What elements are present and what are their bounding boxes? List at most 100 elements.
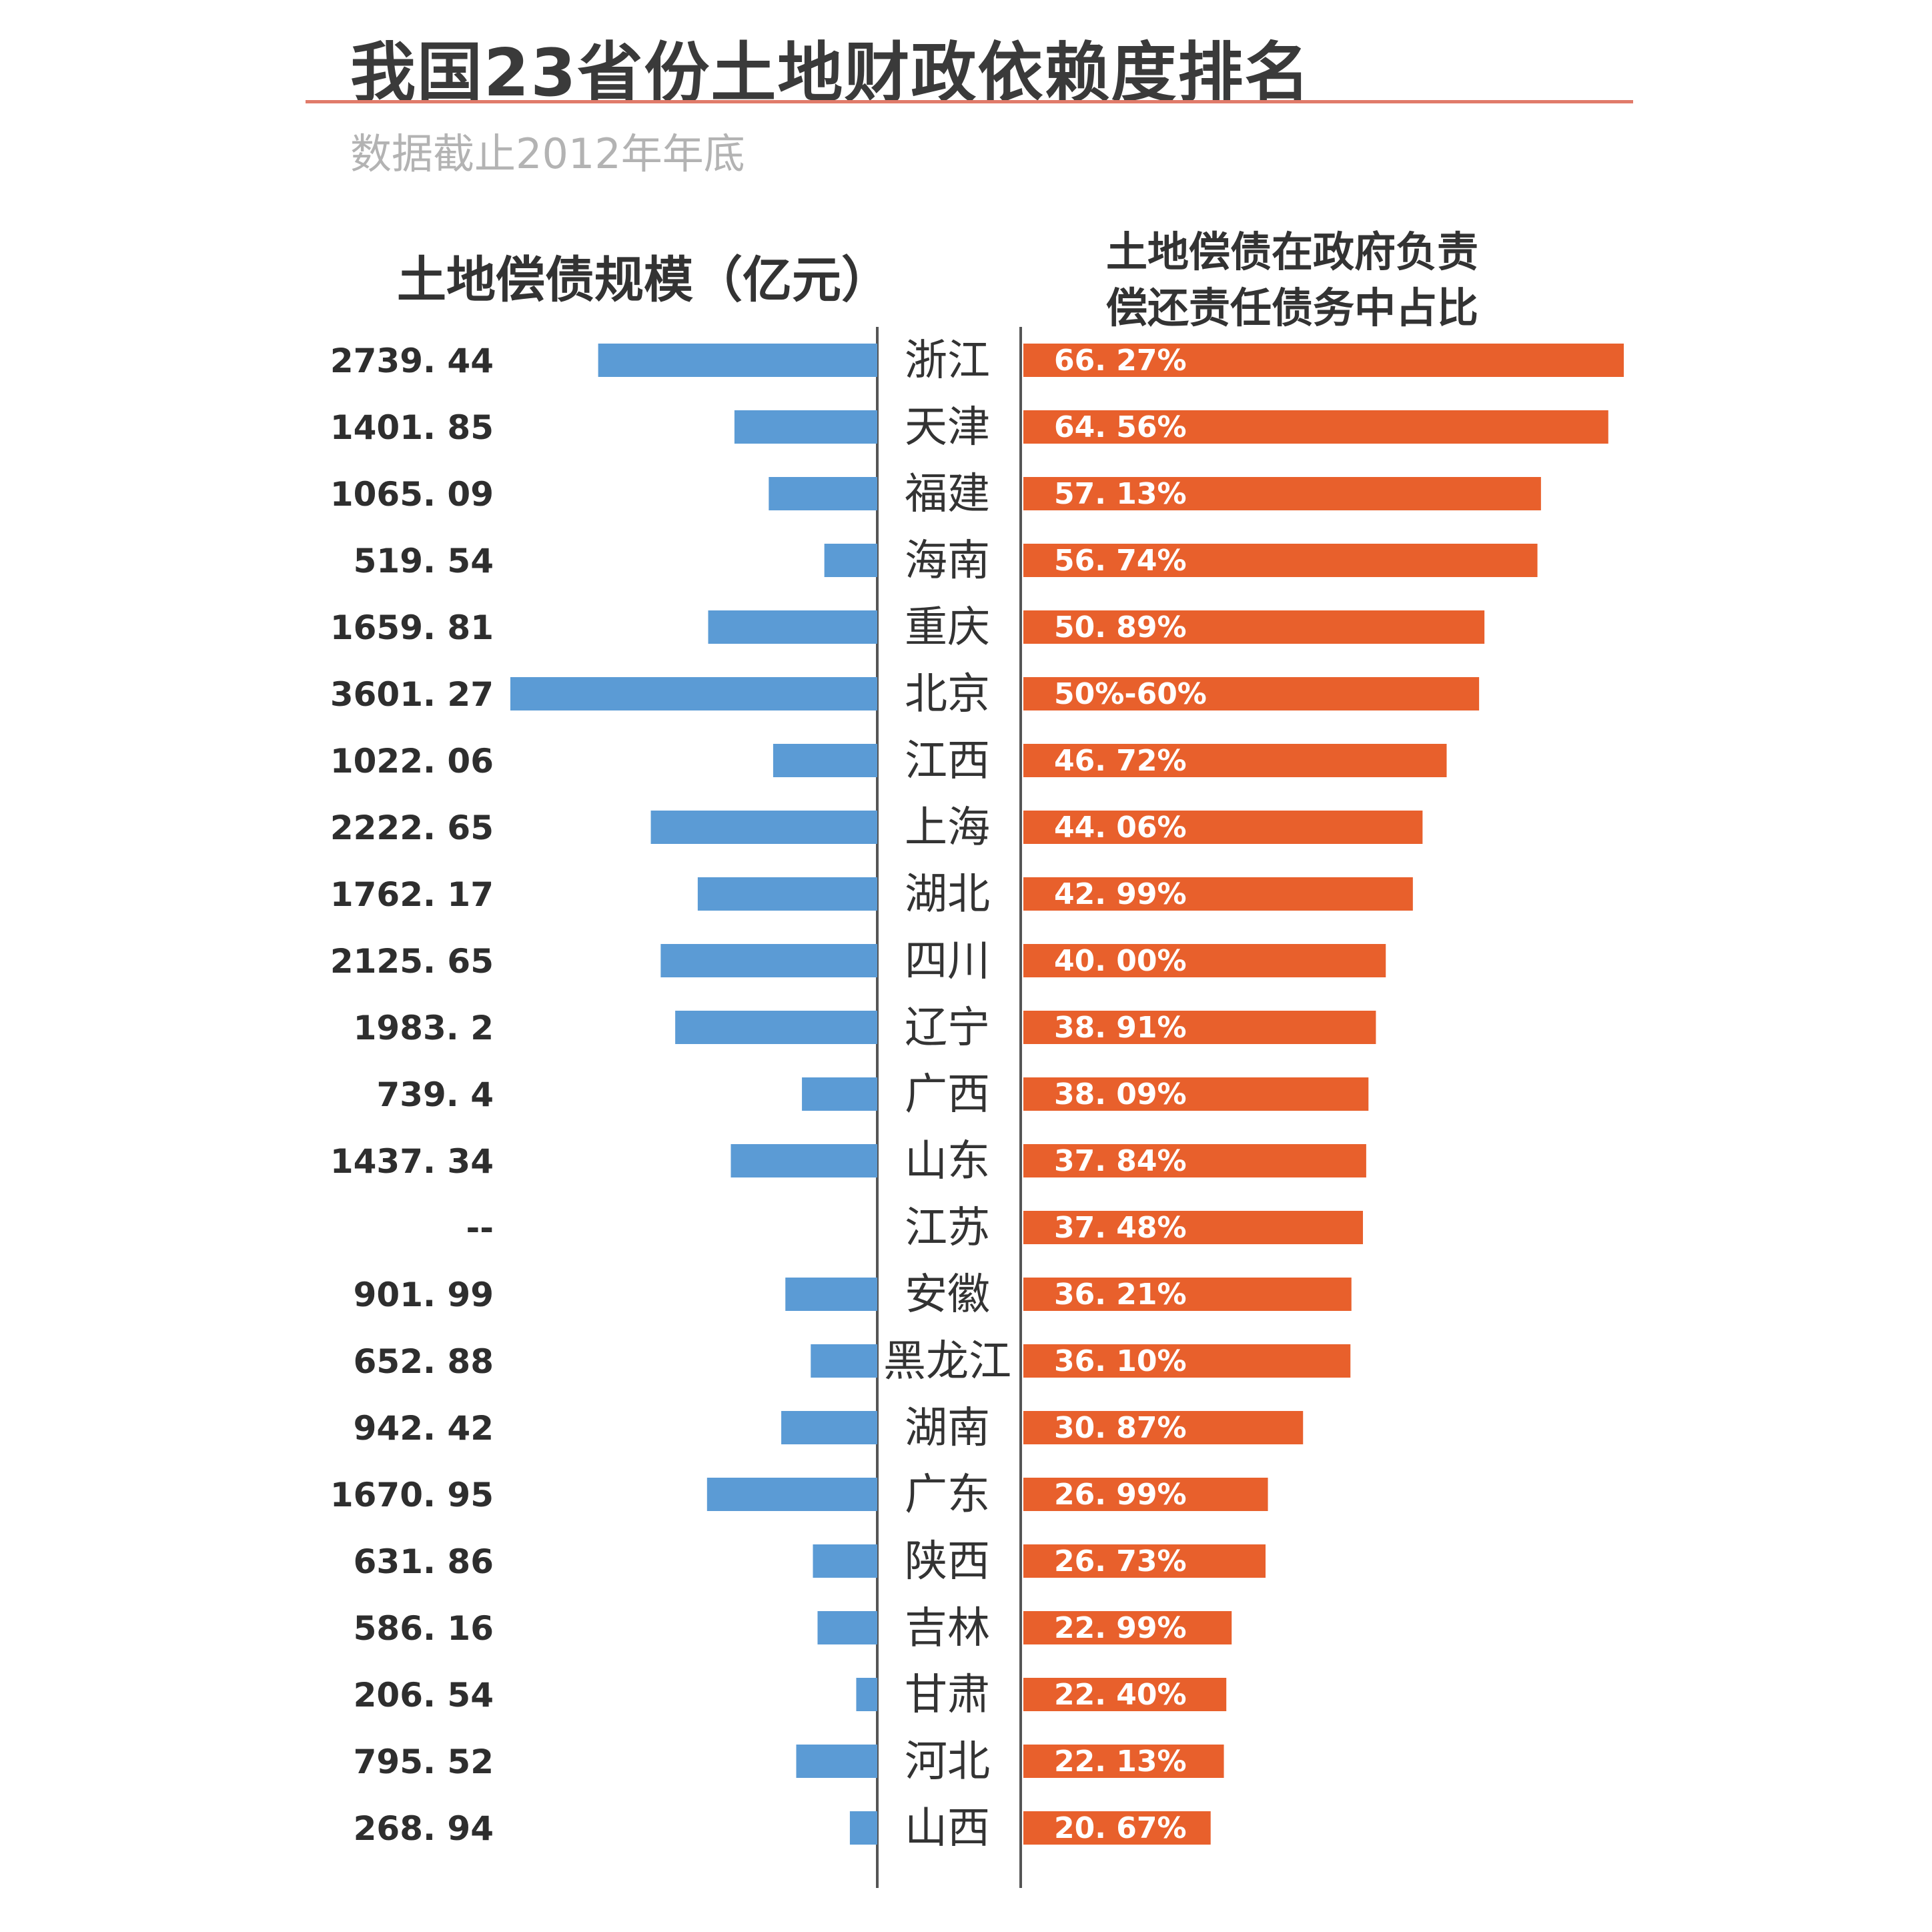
right-value-label: 26. 73% xyxy=(1054,1544,1187,1578)
right-bar xyxy=(1023,944,1386,977)
right-value-label: 22. 13% xyxy=(1054,1745,1187,1779)
left-value-label: 1983. 2 xyxy=(354,1009,494,1047)
left-bar xyxy=(811,1344,877,1378)
left-bar xyxy=(675,1011,877,1044)
left-bar xyxy=(769,477,877,510)
left-value-label: 1022. 06 xyxy=(330,742,494,781)
category-label: 山西 xyxy=(905,1804,990,1853)
left-bar xyxy=(650,811,877,844)
category-label: 四川 xyxy=(905,937,990,986)
right-bar xyxy=(1023,744,1447,777)
right-value-label: 36. 21% xyxy=(1054,1278,1187,1312)
category-label: 江西 xyxy=(905,737,990,786)
left-bar xyxy=(849,1811,877,1845)
title-divider xyxy=(306,100,1633,103)
left-series-header: 土地偿债规模（亿元） xyxy=(397,252,891,309)
right-value-label: 26. 99% xyxy=(1054,1478,1187,1512)
left-bar xyxy=(785,1278,877,1311)
right-bar xyxy=(1023,1411,1304,1444)
category-label: 天津 xyxy=(905,403,990,452)
left-bar xyxy=(706,1478,877,1511)
right-bar xyxy=(1023,1011,1376,1044)
chart-subtitle: 数据截止2012年年底 xyxy=(350,129,745,178)
category-label: 黑龙江 xyxy=(883,1337,1011,1386)
left-value-label: 1762. 17 xyxy=(330,875,494,914)
right-value-label: 22. 40% xyxy=(1054,1678,1187,1712)
right-value-label: 56. 74% xyxy=(1054,544,1187,578)
left-value-label: 1659. 81 xyxy=(330,608,494,647)
right-bar xyxy=(1023,544,1538,577)
left-value-label: 2222. 65 xyxy=(330,809,494,847)
category-label: 山东 xyxy=(905,1137,990,1186)
left-bar xyxy=(697,877,877,911)
left-value-label: 268. 94 xyxy=(354,1809,494,1848)
right-bar xyxy=(1023,1544,1266,1578)
right-value-label: 64. 56% xyxy=(1054,410,1187,444)
left-value-label: 942. 42 xyxy=(354,1409,494,1448)
category-label: 河北 xyxy=(905,1737,990,1787)
right-value-label: 37. 84% xyxy=(1054,1144,1187,1178)
right-value-label: 46. 72% xyxy=(1054,744,1187,778)
right-header-line-1: 土地偿债在政府负责 xyxy=(1106,227,1479,276)
left-value-label: 519. 54 xyxy=(354,542,494,580)
right-bar xyxy=(1023,1344,1351,1378)
left-value-label: -- xyxy=(466,1209,494,1248)
left-bar xyxy=(781,1411,877,1444)
category-label: 辽宁 xyxy=(905,1003,990,1053)
left-bar xyxy=(824,544,877,577)
right-value-label: 20. 67% xyxy=(1054,1811,1187,1845)
right-bar xyxy=(1023,877,1413,911)
right-bar xyxy=(1023,1278,1352,1311)
left-value-label: 2739. 44 xyxy=(330,342,494,380)
right-value-label: 38. 09% xyxy=(1054,1077,1187,1111)
right-bar xyxy=(1023,410,1608,444)
right-bar xyxy=(1023,1478,1268,1511)
right-bar xyxy=(1023,1811,1211,1845)
right-value-label: 66. 27% xyxy=(1054,344,1187,378)
left-bar xyxy=(708,610,877,644)
category-label: 甘肃 xyxy=(905,1670,990,1720)
right-value-label: 36. 10% xyxy=(1054,1344,1187,1378)
category-label: 北京 xyxy=(905,670,990,719)
right-value-label: 38. 91% xyxy=(1054,1011,1187,1045)
left-value-label: 652. 88 xyxy=(354,1342,494,1381)
right-value-label: 30. 87% xyxy=(1054,1411,1187,1445)
right-value-label: 50. 89% xyxy=(1054,610,1187,644)
right-series-header: 土地偿债在政府负责 偿还责任债务中占比 xyxy=(1106,224,1478,336)
right-value-label: 42. 99% xyxy=(1054,877,1187,911)
category-label: 重庆 xyxy=(905,603,990,652)
category-label: 陕西 xyxy=(905,1537,990,1586)
left-value-label: 206. 54 xyxy=(354,1676,494,1715)
left-value-label: 901. 99 xyxy=(354,1276,494,1314)
right-bar xyxy=(1023,1611,1232,1644)
right-bar xyxy=(1023,477,1541,510)
right-bar xyxy=(1023,677,1480,710)
right-value-label: 40. 00% xyxy=(1054,944,1187,978)
category-label: 湖北 xyxy=(905,870,990,919)
category-label: 吉林 xyxy=(905,1604,990,1653)
left-value-label: 631. 86 xyxy=(354,1542,494,1581)
category-label: 安徽 xyxy=(905,1270,990,1320)
right-bar xyxy=(1023,811,1423,844)
left-bar xyxy=(813,1544,877,1578)
left-bar xyxy=(731,1144,877,1177)
right-bar xyxy=(1023,610,1485,644)
left-bar xyxy=(734,410,877,444)
right-bar xyxy=(1023,1077,1369,1111)
category-label: 上海 xyxy=(905,803,990,853)
left-bar xyxy=(510,677,877,710)
right-value-label: 50%-60% xyxy=(1054,677,1207,711)
left-value-label: 3601. 27 xyxy=(330,675,494,714)
chart-title: 我国23省份土地财政依赖度排名 xyxy=(350,35,1312,111)
right-value-label: 37. 48% xyxy=(1054,1211,1187,1245)
left-bar xyxy=(802,1077,877,1111)
right-value-label: 44. 06% xyxy=(1054,811,1187,845)
category-label: 福建 xyxy=(905,470,990,519)
left-value-label: 1437. 34 xyxy=(330,1142,494,1181)
left-bar xyxy=(773,744,877,777)
right-bar xyxy=(1023,1144,1366,1177)
left-bar xyxy=(796,1745,877,1778)
right-bar xyxy=(1023,1745,1224,1778)
